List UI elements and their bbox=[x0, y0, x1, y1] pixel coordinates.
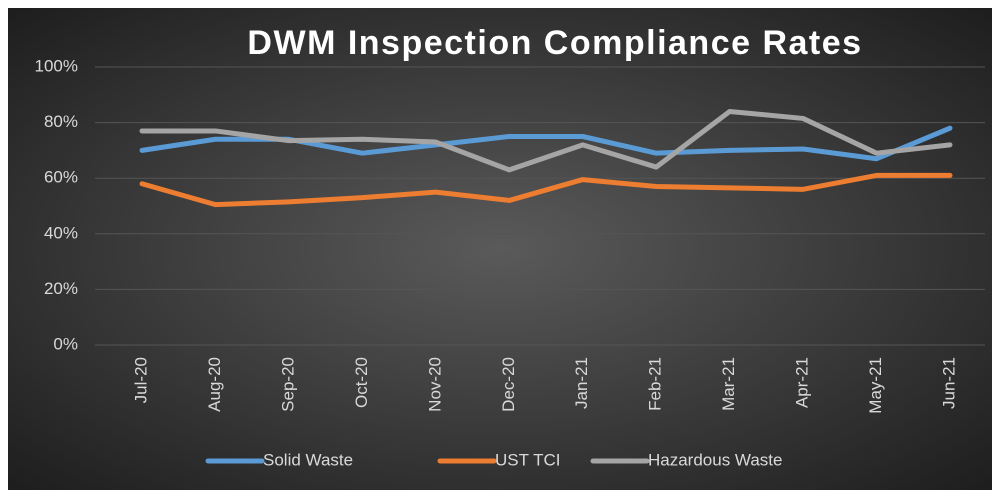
chart-background bbox=[8, 8, 992, 490]
x-tick-label: Aug-20 bbox=[205, 357, 224, 412]
y-tick-label: 100% bbox=[35, 56, 78, 75]
x-tick-label: Apr-21 bbox=[793, 357, 812, 408]
legend-label: Hazardous Waste bbox=[648, 450, 782, 469]
x-tick-label: Mar-21 bbox=[719, 357, 738, 411]
x-tick-label: Dec-20 bbox=[499, 357, 518, 412]
series-line bbox=[139, 108, 953, 173]
y-tick-label: 60% bbox=[44, 168, 78, 187]
x-tick-label: Feb-21 bbox=[646, 357, 665, 411]
y-tick-label: 20% bbox=[44, 279, 78, 298]
x-tick-label: Nov-20 bbox=[425, 357, 444, 412]
x-tick-label: Jul-20 bbox=[131, 357, 150, 403]
y-tick-label: 40% bbox=[44, 223, 78, 242]
series-line bbox=[139, 172, 953, 208]
x-tick-label: Jun-21 bbox=[939, 357, 958, 409]
x-tick-label: May-21 bbox=[866, 357, 885, 414]
y-tick-label: 0% bbox=[53, 334, 78, 353]
legend-label: Solid Waste bbox=[263, 450, 353, 469]
x-tick-label: Jan-21 bbox=[572, 357, 591, 409]
y-tick-label: 80% bbox=[44, 112, 78, 131]
chart-title: DWM Inspection Compliance Rates bbox=[247, 24, 862, 62]
legend-label: UST TCI bbox=[495, 450, 561, 469]
x-tick-label: Sep-20 bbox=[278, 357, 297, 412]
x-tick-label: Oct-20 bbox=[352, 357, 371, 408]
